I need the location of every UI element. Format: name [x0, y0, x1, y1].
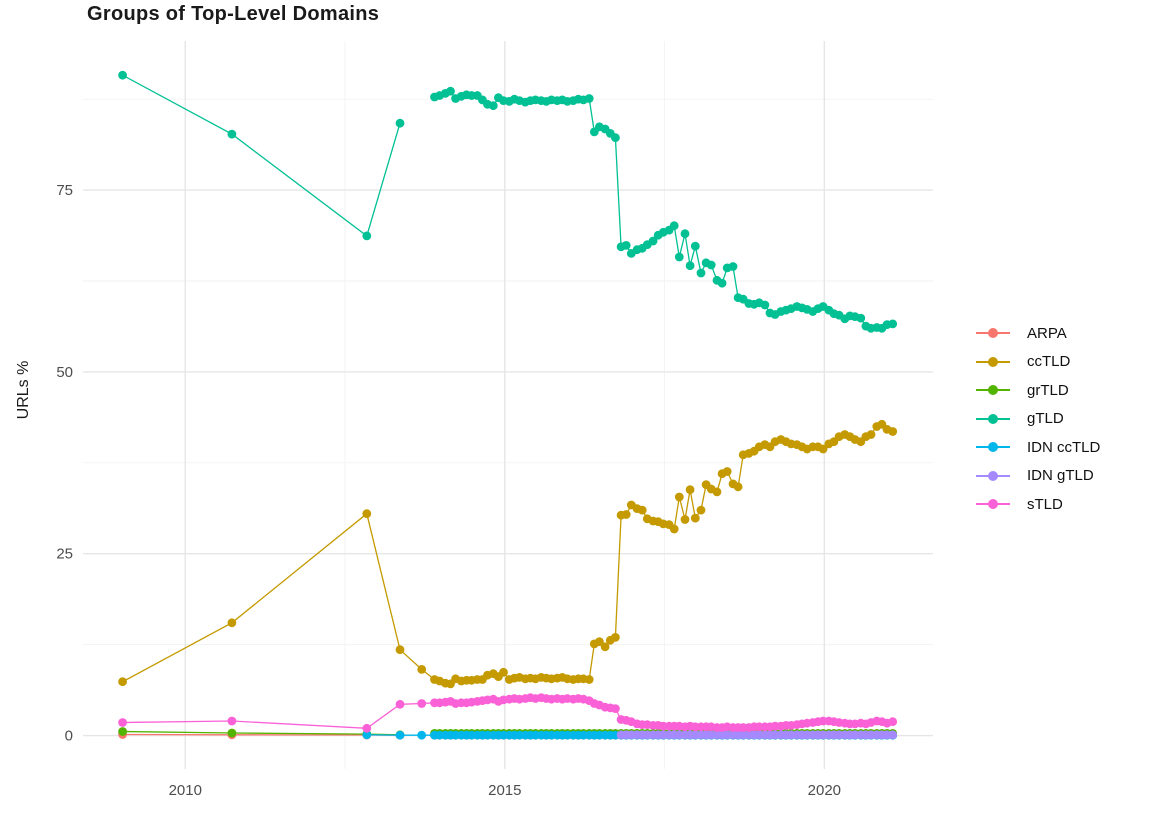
gridlines-minor: [83, 41, 933, 769]
series-sTLD: [118, 693, 898, 733]
y-tick-label: 25: [56, 546, 73, 563]
legend-key-icon: [976, 438, 1010, 456]
legend-label: IDN ccTLD: [1027, 438, 1101, 456]
legend-label: ARPA: [1027, 324, 1067, 342]
legend-key-icon: [976, 467, 1010, 485]
chart-title: Groups of Top-Level Domains: [87, 3, 380, 25]
legend-item-IDN-gTLD: IDN gTLD: [976, 462, 1100, 491]
legend-item-gTLD: gTLD: [976, 405, 1100, 434]
legend-key-icon: [976, 381, 1010, 399]
x-tick-label: 2020: [808, 782, 841, 799]
legend-label: sTLD: [1027, 495, 1063, 513]
legend: ARPA ccTLD grTLD gTLD IDN ccTLD IDN gTLD sTLD: [976, 319, 1100, 519]
legend-item-grTLD: grTLD: [976, 376, 1100, 405]
series-gTLD: [118, 70, 898, 333]
legend-key-icon: [976, 324, 1010, 342]
gridlines-major: [83, 41, 933, 769]
y-tick-label: 50: [56, 364, 73, 381]
legend-key-icon: [976, 353, 1010, 371]
legend-item-ARPA: ARPA: [976, 319, 1100, 348]
legend-item-sTLD: sTLD: [976, 490, 1100, 519]
axis-tick-labels: 2010 2015 2020 0 25 50 75: [56, 182, 841, 799]
legend-key-icon: [976, 410, 1010, 428]
x-tick-label: 2015: [488, 782, 521, 799]
x-tick-label: 2010: [169, 782, 202, 799]
y-tick-label: 75: [56, 182, 73, 199]
legend-label: ccTLD: [1027, 353, 1071, 371]
legend-label: IDN gTLD: [1027, 467, 1094, 485]
legend-item-IDN-ccTLD: IDN ccTLD: [976, 433, 1100, 462]
legend-label: gTLD: [1027, 410, 1064, 428]
legend-key-icon: [976, 495, 1010, 513]
y-tick-label: 0: [65, 728, 73, 745]
series-IDN-gTLD: [616, 730, 898, 740]
legend-label: grTLD: [1027, 381, 1069, 399]
y-axis-label: URLs %: [15, 360, 32, 420]
series-ccTLD: [118, 419, 898, 689]
legend-item-ccTLD: ccTLD: [976, 348, 1100, 377]
